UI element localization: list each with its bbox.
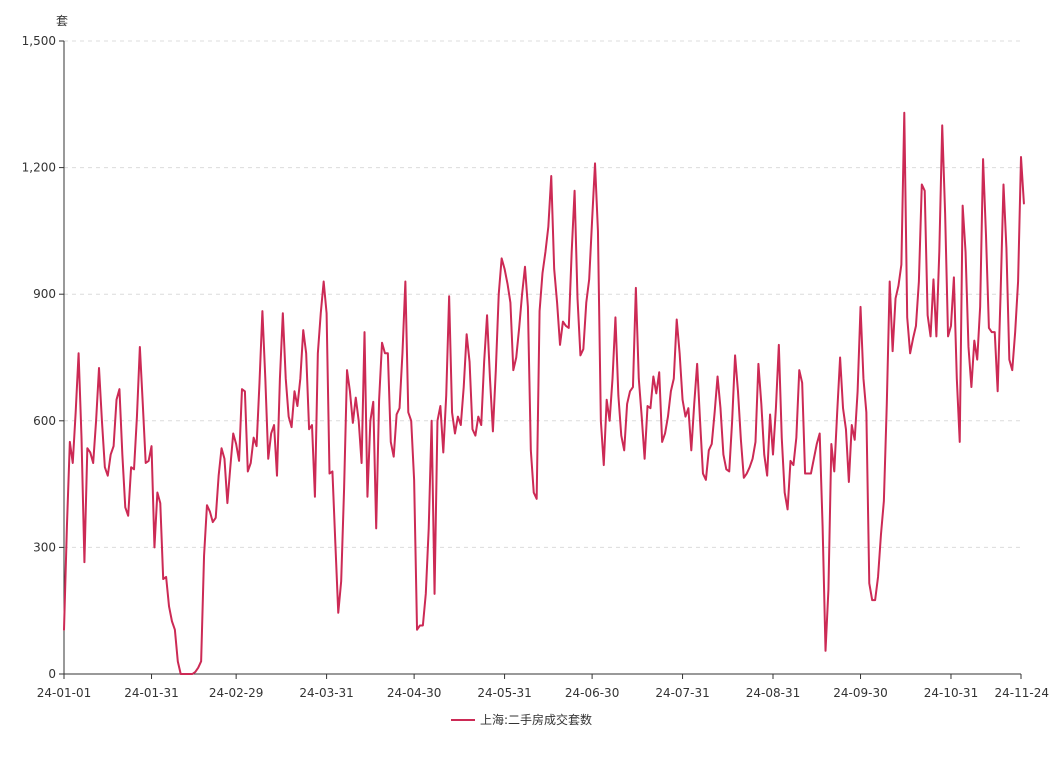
x-tick-label: 24-04-30 xyxy=(387,686,441,700)
x-tick-label: 24-05-31 xyxy=(477,686,531,700)
gridlines xyxy=(64,40,1021,548)
x-tick-label: 24-01-31 xyxy=(124,686,178,700)
x-tick-label: 24-10-31 xyxy=(924,686,978,700)
series-line xyxy=(63,111,1025,675)
x-tick-label: 24-02-29 xyxy=(209,686,263,700)
axes: 0 300 600 900 1,200 1,500 24-01-01 24-01-31 24-0… xyxy=(22,34,1049,700)
y-tick-label: 1,500 xyxy=(22,34,56,48)
y-tick-label: 1,200 xyxy=(22,161,56,175)
x-tick-label: 24-09-30 xyxy=(833,686,887,700)
x-tick-label: 24-03-31 xyxy=(299,686,353,700)
y-tick-label: 300 xyxy=(33,540,56,554)
legend-label: 上海:二手房成交套数 xyxy=(480,712,592,727)
series-layer xyxy=(63,111,1025,675)
x-tick-label: 24-07-31 xyxy=(655,686,709,700)
x-tick-label: 24-01-01 xyxy=(37,686,91,700)
y-axis-unit-label: 套 xyxy=(56,14,68,28)
x-tick-label: 24-06-30 xyxy=(565,686,619,700)
y-tick-label: 0 xyxy=(48,667,56,681)
y-tick-label: 900 xyxy=(33,287,56,301)
x-tick-label: 24-08-31 xyxy=(746,686,800,700)
x-tick-label: 24-11-24 xyxy=(995,686,1049,700)
legend[interactable]: 上海:二手房成交套数 xyxy=(451,712,592,727)
y-tick-label: 600 xyxy=(33,414,56,428)
